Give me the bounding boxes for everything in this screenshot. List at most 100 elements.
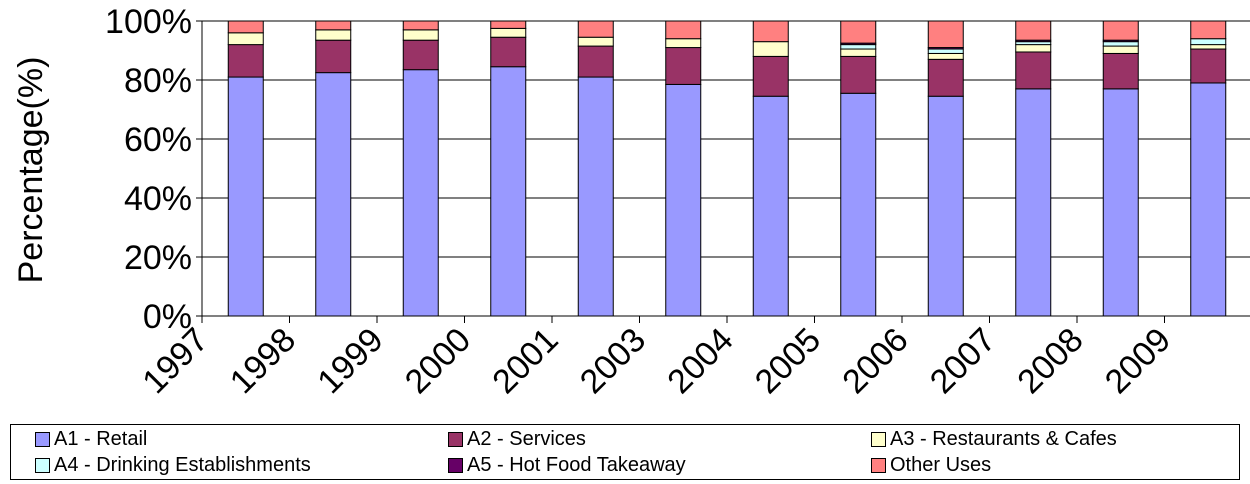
bar-stack xyxy=(927,20,964,317)
bar-segment xyxy=(840,92,877,317)
legend: A1 - Retail A2 - Services A3 - Restaurants… xyxy=(10,424,1240,480)
legend-swatch xyxy=(448,458,463,473)
gridlines xyxy=(202,20,1250,317)
bar-stack xyxy=(1102,20,1139,317)
legend-item: A4 - Drinking Establishments xyxy=(35,454,311,477)
legend-label: A2 - Services xyxy=(467,428,586,450)
bar-segment xyxy=(1102,52,1139,90)
bar-segment xyxy=(402,39,439,71)
bar-segment xyxy=(1102,20,1139,41)
x-tick-label: 1999 xyxy=(310,321,390,401)
bar-segment xyxy=(752,55,789,97)
bar-segment xyxy=(1015,51,1052,90)
x-tick-label: 2004 xyxy=(660,321,740,401)
bar-stack xyxy=(665,20,702,317)
bar-segment xyxy=(1015,20,1052,41)
bar-segment xyxy=(665,47,702,85)
bar-segment xyxy=(840,55,877,94)
bar-segment xyxy=(840,48,877,57)
legend-label: A1 - Retail xyxy=(54,428,148,450)
bar-segment xyxy=(490,20,527,29)
legend-label: A5 - Hot Food Takeaway xyxy=(467,454,686,476)
x-tick-label: 2008 xyxy=(1010,321,1090,401)
bar-segment xyxy=(1190,20,1227,40)
bar-segment xyxy=(665,38,702,49)
bar-stack xyxy=(752,20,789,317)
legend-label: Other Uses xyxy=(890,454,992,476)
bar-segment xyxy=(315,20,352,31)
legend-item: A5 - Hot Food Takeaway xyxy=(448,454,686,477)
y-tick-label: 100% xyxy=(105,3,192,41)
bar-segment xyxy=(1190,48,1227,84)
bar-stack xyxy=(490,20,527,317)
bar-segment xyxy=(840,20,877,44)
x-tick-label: 1998 xyxy=(223,321,303,401)
bar-stack xyxy=(1190,20,1227,317)
x-tick-label: 2006 xyxy=(835,321,915,401)
bar-segment xyxy=(577,45,614,78)
stacked-bar-chart: 0% 20% 40% 60% 80% 100% 1997 1998 1999 2000 2001 2… xyxy=(12,3,1250,401)
bar-segment xyxy=(927,20,964,49)
bar-segment xyxy=(927,48,964,54)
bar-segment xyxy=(490,66,527,317)
bar-segment xyxy=(1102,45,1139,54)
bar-segment xyxy=(577,76,614,317)
bar-segment xyxy=(840,44,877,50)
bar-segment xyxy=(1190,82,1227,317)
y-tick-label: 40% xyxy=(124,180,192,218)
bar-segment xyxy=(927,52,964,60)
bar-stack xyxy=(577,20,614,317)
legend-item: A3 - Restaurants & Cafes xyxy=(871,428,1117,451)
legend-label: A3 - Restaurants & Cafes xyxy=(890,428,1117,450)
legend-swatch xyxy=(35,458,50,473)
bar-segment xyxy=(490,27,527,38)
bar-stack xyxy=(315,20,352,317)
bar-segment xyxy=(1190,44,1227,50)
legend-item: Other Uses xyxy=(871,454,991,477)
bar-segment xyxy=(227,44,264,78)
bar-stack xyxy=(402,20,439,317)
x-tick-label: 2005 xyxy=(748,321,828,401)
bar-segment xyxy=(315,72,352,317)
y-tick-label: 60% xyxy=(124,121,192,159)
bar-segment xyxy=(752,95,789,317)
bar-segment xyxy=(227,76,264,317)
legend-label: A4 - Drinking Establishments xyxy=(54,454,311,476)
bar-segment xyxy=(665,20,702,40)
y-tick-label: 20% xyxy=(124,239,192,277)
y-tick-label: 0% xyxy=(143,298,192,336)
bar-segment xyxy=(1190,38,1227,46)
legend-swatch xyxy=(35,432,50,447)
bar-segment xyxy=(402,69,439,317)
y-axis: 0% 20% 40% 60% 80% 100% xyxy=(105,3,203,336)
bar-segment xyxy=(402,20,439,31)
bar-segment xyxy=(315,39,352,74)
bar-segment xyxy=(1015,44,1052,53)
bar-stacks xyxy=(227,20,1227,317)
bar-segment xyxy=(402,29,439,41)
x-tick-label: 2001 xyxy=(485,321,565,401)
y-axis-label: Percentage(%) xyxy=(12,57,50,284)
bar-segment xyxy=(665,83,702,317)
legend-swatch xyxy=(871,432,886,447)
bar-segment xyxy=(227,32,264,46)
bar-stack xyxy=(840,20,877,317)
bar-segment xyxy=(315,29,352,41)
legend-swatch xyxy=(871,458,886,473)
x-tick-label: 2007 xyxy=(923,321,1003,401)
bar-segment xyxy=(577,20,614,38)
y-tick-label: 80% xyxy=(124,62,192,100)
bar-segment xyxy=(1102,41,1139,47)
x-tick-label: 2000 xyxy=(398,321,478,401)
bar-segment xyxy=(490,36,527,68)
bar-segment xyxy=(752,20,789,43)
x-tick-label: 2003 xyxy=(573,321,653,401)
bar-segment xyxy=(227,20,264,34)
legend-item: A2 - Services xyxy=(448,428,586,451)
bar-segment xyxy=(1102,88,1139,317)
legend-item: A1 - Retail xyxy=(35,428,147,451)
bar-stack xyxy=(227,20,264,317)
bar-segment xyxy=(927,95,964,317)
x-tick-label: 2009 xyxy=(1098,321,1178,401)
bar-segment xyxy=(927,58,964,97)
